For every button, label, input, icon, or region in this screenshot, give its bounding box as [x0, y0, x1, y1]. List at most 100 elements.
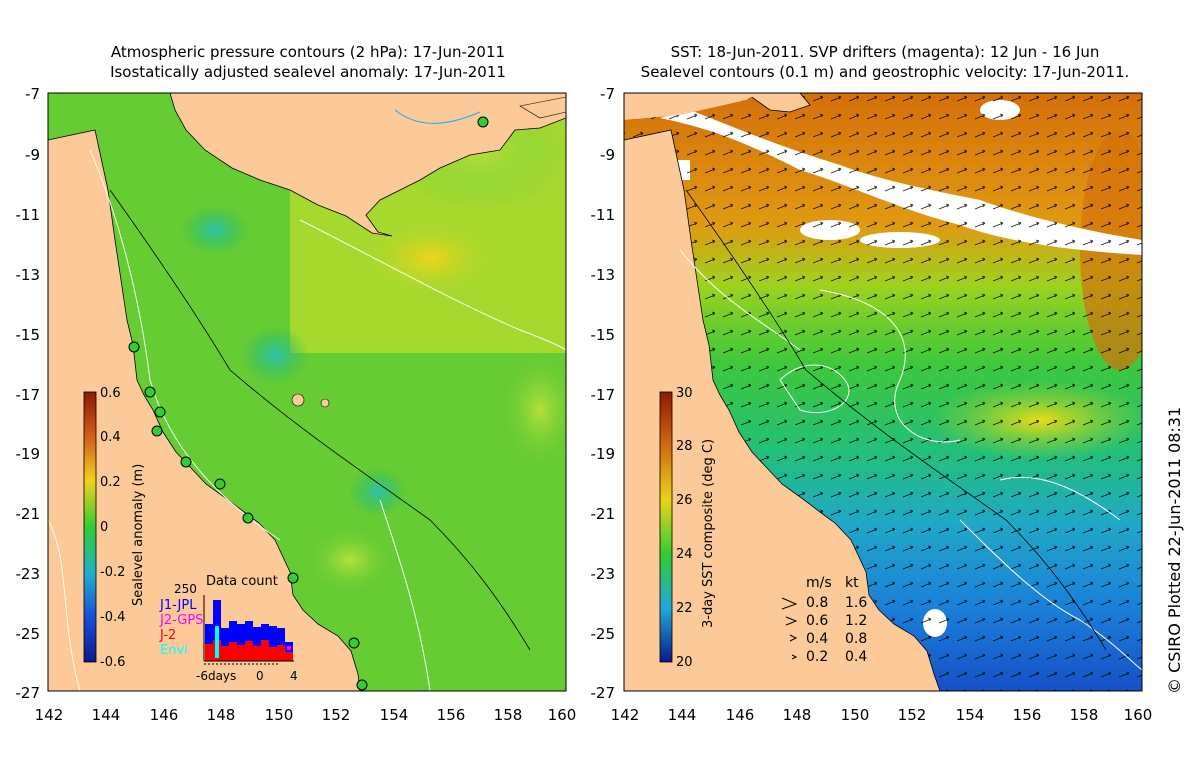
australia-landmass — [48, 129, 361, 691]
data-count-xtick: 4 — [290, 669, 298, 683]
tide-gauge-marker — [154, 406, 166, 418]
lon-tick: 152 — [322, 706, 351, 724]
velocity-ms: 0.8 — [806, 595, 828, 611]
count-bar — [205, 644, 213, 661]
tide-gauge-marker — [348, 637, 360, 649]
lat-tick: -17 — [16, 386, 41, 404]
right-title-line1: SST: 18-Jun-2011. SVP drifters (magenta)… — [670, 43, 1100, 61]
lat-tick: -21 — [591, 505, 616, 523]
tide-gauge-marker — [287, 572, 299, 584]
count-bar — [285, 642, 293, 661]
sst-colorbar-label: 3-day SST composite (deg C) — [701, 439, 716, 628]
lon-tick: 144 — [92, 706, 121, 724]
new-guinea-landmass-sst — [745, 93, 811, 113]
sea-level-colorbar-label: Sealevel anomaly (m) — [131, 464, 146, 606]
lat-tick: -11 — [591, 206, 616, 224]
lat-tick: -25 — [591, 625, 616, 643]
lat-tick: -15 — [591, 326, 616, 344]
left-lon-axis: 142 144 146 148 150 152 154 156 158 160 — [35, 706, 577, 724]
tide-gauge-marker — [180, 456, 192, 468]
lon-tick: 144 — [668, 706, 697, 724]
right-lon-axis: 142 144 146 148 150 152 154 156 158 160 — [611, 706, 1153, 724]
lon-tick: 142 — [611, 706, 640, 724]
cb-tick: 20 — [676, 655, 693, 670]
tide-gauge-marker — [242, 512, 254, 524]
lon-tick: 154 — [956, 706, 985, 724]
lat-tick: -19 — [591, 445, 616, 463]
velocity-legend: m/s kt 0.8 1.6 0.6 1.2 0.4 0.8 0.2 0.4 — [781, 575, 867, 665]
new-guinea-landmass — [169, 93, 566, 237]
lon-tick: 148 — [207, 706, 236, 724]
lon-tick: 142 — [35, 706, 64, 724]
left-lat-axis: -7 -9 -11 -13 -15 -17 -19 -21 -23 -25 -2… — [16, 85, 41, 702]
data-count-xtick: -6days — [196, 669, 236, 683]
right-lat-axis: -7 -9 -11 -13 -15 -17 -19 -21 -23 -25 -2… — [591, 85, 616, 702]
lat-tick: -9 — [25, 146, 40, 164]
cb-tick: 28 — [676, 439, 693, 454]
count-bar — [229, 621, 237, 661]
data-count-xtick: 0 — [256, 669, 264, 683]
velocity-kt: 1.2 — [845, 613, 867, 629]
lat-tick: -25 — [16, 625, 41, 643]
count-bar — [285, 652, 293, 661]
count-bar — [221, 646, 229, 661]
left-title-line2: Isostatically adjusted sealevel anomaly:… — [110, 63, 506, 81]
lat-tick: -23 — [591, 565, 616, 583]
lat-tick: -7 — [600, 85, 615, 103]
velocity-ms: 0.4 — [806, 631, 828, 647]
lat-tick: -7 — [25, 85, 40, 103]
cb-tick: 0.2 — [100, 475, 121, 490]
cb-tick: -0.4 — [100, 610, 125, 625]
velocity-kt: 0.4 — [845, 649, 867, 665]
lon-tick: 158 — [1070, 706, 1099, 724]
cb-tick: 0.4 — [100, 430, 121, 445]
cb-tick: 0 — [100, 520, 108, 535]
cb-tick: 26 — [676, 493, 693, 508]
cb-tick: 24 — [676, 547, 693, 562]
count-bar — [215, 626, 219, 658]
cb-tick: 22 — [676, 601, 693, 616]
australia-landmass-sst — [624, 129, 941, 691]
lon-tick: 146 — [726, 706, 755, 724]
count-bar — [253, 646, 261, 661]
sst-colorbar — [659, 391, 673, 663]
count-bar — [205, 624, 213, 661]
lat-tick: -15 — [16, 326, 41, 344]
left-title-line1: Atmospheric pressure contours (2 hPa): 1… — [110, 43, 506, 61]
lat-tick: -27 — [591, 684, 616, 702]
count-bar — [229, 642, 237, 661]
lat-tick: -13 — [591, 266, 616, 284]
data-count-title: Data count — [206, 574, 278, 589]
tide-gauge-marker — [214, 478, 226, 490]
count-bar — [287, 646, 291, 650]
right-title-line2: Sealevel contours (0.1 m) and geostrophi… — [640, 63, 1130, 81]
lon-tick: 154 — [380, 706, 409, 724]
tide-gauge-marker — [477, 116, 489, 128]
sst-colorbar-ticks: 30 28 26 24 22 20 — [676, 386, 693, 670]
count-bar — [237, 645, 245, 661]
tide-gauge-marker — [356, 679, 368, 691]
count-bar — [277, 628, 285, 661]
count-bar — [269, 647, 277, 661]
count-bar — [261, 640, 269, 661]
legend-j1-jpl: J1-JPL — [159, 598, 197, 613]
lon-tick: 158 — [494, 706, 523, 724]
sea-level-colorbar-ticks: 0.6 0.4 0.2 0 -0.2 -0.4 -0.6 — [100, 386, 125, 670]
legend-j-2: J-2 — [159, 628, 176, 643]
sea-level-anomaly-map: 0.6 0.4 0.2 0 -0.2 -0.4 -0.6 Sealevel an… — [47, 92, 567, 692]
count-bar — [277, 645, 285, 661]
lat-tick: -11 — [16, 206, 41, 224]
count-bar — [237, 624, 245, 661]
csiro-credit: © CSIRO Plotted 22-Jun-2011 08:31 — [1165, 406, 1184, 694]
velocity-kt: 0.8 — [845, 631, 867, 647]
cb-tick: 30 — [676, 386, 693, 401]
lat-tick: -19 — [16, 445, 41, 463]
data-count-inset: 250 Data count J1-JPL J2-GPS J-2 Envi — [159, 574, 298, 683]
negative-anomaly-blob — [348, 467, 408, 517]
tide-gauge-marker — [128, 341, 140, 353]
lon-tick: 150 — [841, 706, 870, 724]
tide-gauge-marker — [151, 425, 163, 437]
velocity-header-kt: kt — [845, 575, 859, 591]
lon-tick: 146 — [150, 706, 179, 724]
